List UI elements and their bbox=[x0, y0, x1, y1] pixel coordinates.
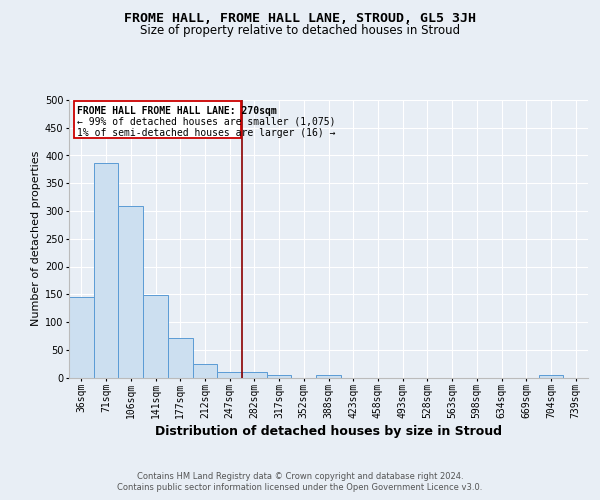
Text: FROME HALL, FROME HALL LANE, STROUD, GL5 3JH: FROME HALL, FROME HALL LANE, STROUD, GL5… bbox=[124, 12, 476, 26]
Text: 1% of semi-detached houses are larger (16) →: 1% of semi-detached houses are larger (1… bbox=[77, 128, 335, 138]
Bar bbox=[217, 372, 242, 378]
Bar bbox=[193, 364, 217, 378]
Bar bbox=[118, 206, 143, 378]
Text: Contains HM Land Registry data © Crown copyright and database right 2024.: Contains HM Land Registry data © Crown c… bbox=[137, 472, 463, 481]
Y-axis label: Number of detached properties: Number of detached properties bbox=[31, 151, 41, 326]
Bar bbox=[539, 374, 563, 378]
Text: FROME HALL FROME HALL LANE: 270sqm: FROME HALL FROME HALL LANE: 270sqm bbox=[77, 106, 277, 116]
Bar bbox=[94, 162, 118, 378]
Bar bbox=[143, 296, 168, 378]
Bar bbox=[69, 297, 94, 378]
Text: Size of property relative to detached houses in Stroud: Size of property relative to detached ho… bbox=[140, 24, 460, 37]
Text: ← 99% of detached houses are smaller (1,075): ← 99% of detached houses are smaller (1,… bbox=[77, 116, 335, 126]
Bar bbox=[74, 101, 241, 138]
Bar bbox=[242, 372, 267, 378]
Bar bbox=[316, 374, 341, 378]
Text: Contains public sector information licensed under the Open Government Licence v3: Contains public sector information licen… bbox=[118, 484, 482, 492]
Bar bbox=[168, 338, 193, 378]
Bar bbox=[267, 376, 292, 378]
X-axis label: Distribution of detached houses by size in Stroud: Distribution of detached houses by size … bbox=[155, 425, 502, 438]
